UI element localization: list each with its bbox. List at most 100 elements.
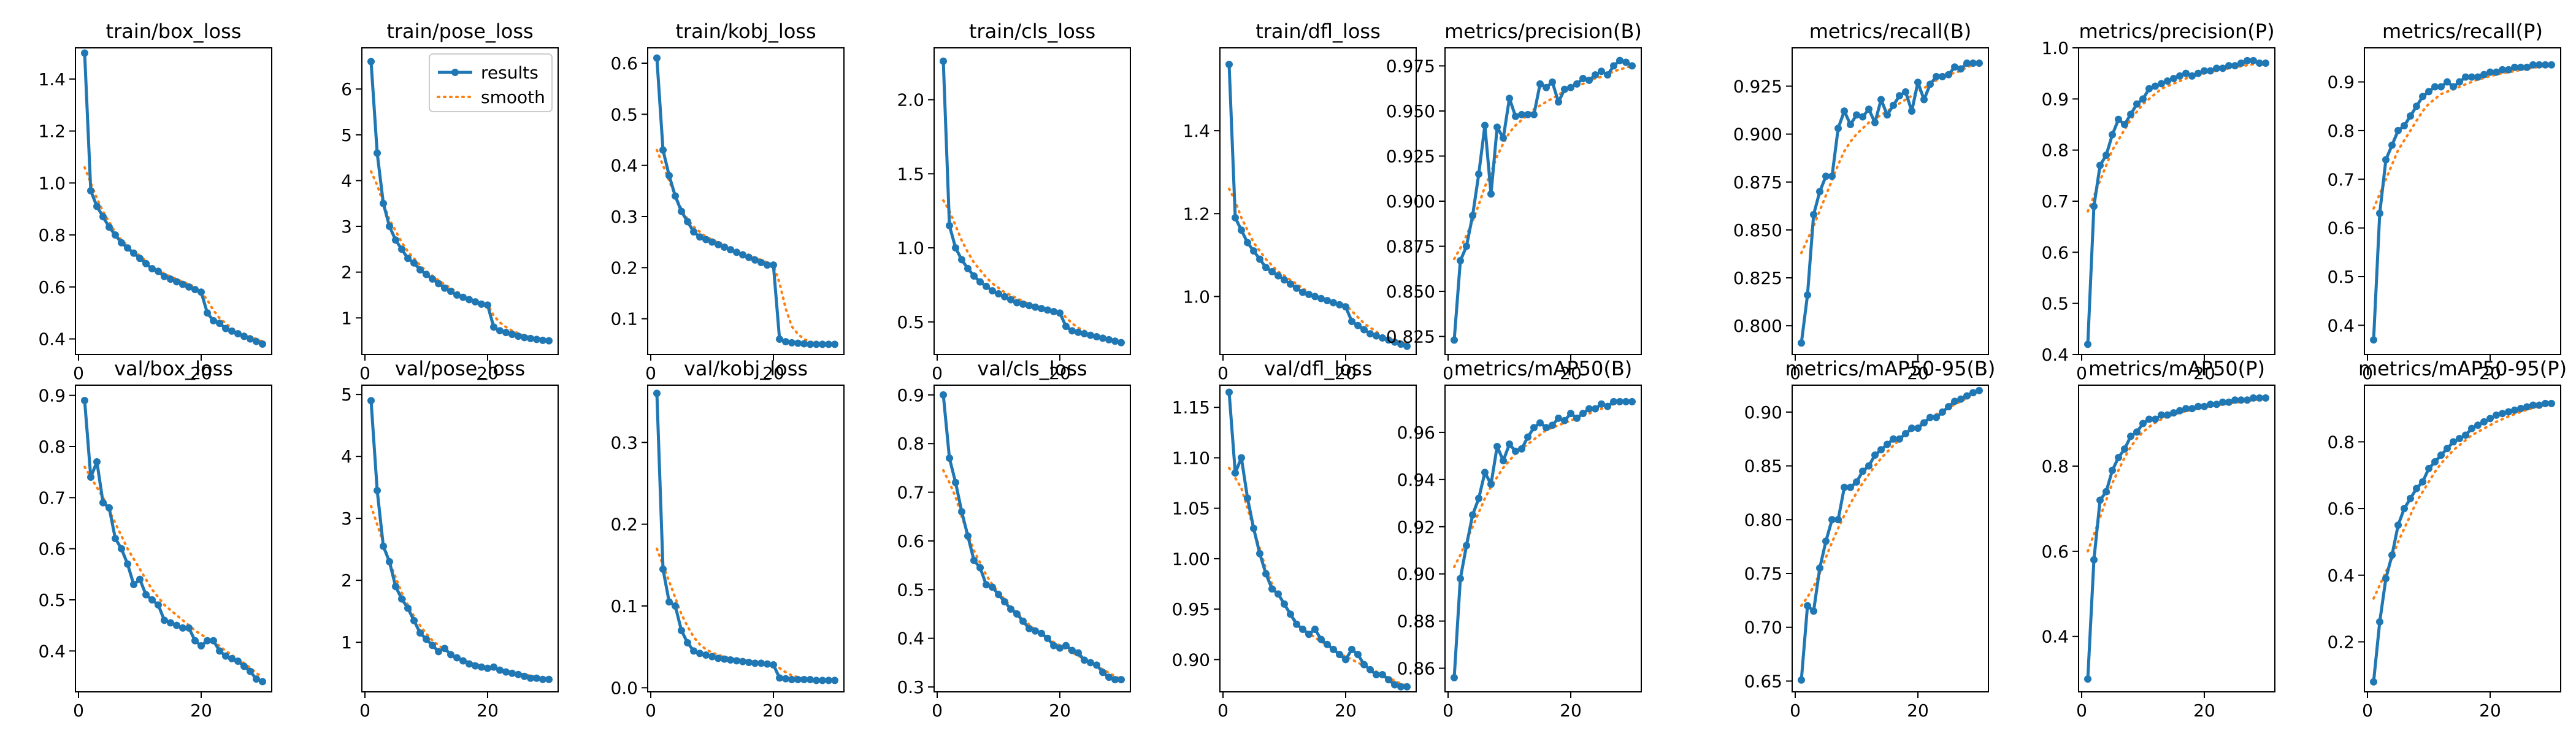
results-point bbox=[1336, 651, 1343, 659]
legend-box bbox=[429, 53, 553, 112]
results-point bbox=[684, 218, 691, 226]
results-point bbox=[502, 329, 510, 337]
results-point bbox=[1543, 424, 1550, 432]
smooth-line bbox=[2372, 402, 2553, 600]
results-point bbox=[392, 236, 399, 244]
results-point bbox=[1884, 440, 1891, 448]
results-point bbox=[228, 654, 236, 662]
results-point bbox=[2486, 415, 2494, 423]
results-point bbox=[2109, 131, 2116, 139]
results-point bbox=[496, 327, 504, 335]
y-tick-label: 0.5 bbox=[2041, 294, 2069, 314]
y-tick-label: 0.850 bbox=[1386, 282, 1435, 302]
results-point bbox=[191, 286, 199, 294]
results-point bbox=[2145, 415, 2153, 423]
results-point bbox=[423, 270, 430, 278]
smooth-line bbox=[2087, 397, 2267, 553]
results-point bbox=[1847, 121, 1854, 128]
x-tick-label: 0 bbox=[1443, 363, 1454, 383]
results-point bbox=[696, 650, 703, 657]
results-point bbox=[1536, 419, 1544, 427]
y-tick-label: 0.92 bbox=[1397, 517, 1435, 537]
results-point bbox=[118, 239, 125, 247]
chart-title: train/cls_loss bbox=[969, 20, 1095, 43]
results-point bbox=[2413, 102, 2420, 110]
results-point bbox=[1268, 267, 1276, 275]
results-point bbox=[794, 339, 802, 347]
results-point bbox=[1305, 291, 1313, 299]
x-tick-label: 20 bbox=[477, 363, 499, 383]
results-point bbox=[976, 564, 984, 572]
results-point bbox=[727, 656, 734, 664]
y-tick-label: 0.6 bbox=[38, 277, 66, 297]
results-point bbox=[1360, 326, 1368, 334]
results-line bbox=[941, 61, 1122, 345]
results-point bbox=[447, 288, 454, 296]
results-point bbox=[1939, 408, 1946, 416]
results-point bbox=[2474, 421, 2482, 429]
y-tick-label: 0.2 bbox=[2327, 632, 2355, 652]
results-point bbox=[515, 332, 522, 340]
results-point bbox=[2431, 83, 2439, 91]
y-tick-label: 1 bbox=[341, 308, 352, 328]
results-point bbox=[2474, 73, 2482, 81]
results-point bbox=[1367, 665, 1374, 673]
results-point bbox=[745, 659, 753, 666]
results-point bbox=[2394, 521, 2402, 529]
results-point bbox=[1403, 683, 1411, 691]
results-point bbox=[757, 659, 765, 667]
results-point bbox=[508, 331, 516, 339]
results-point bbox=[1841, 107, 1848, 115]
results-point bbox=[2176, 72, 2183, 80]
chart-title: val/kobj_loss bbox=[684, 357, 808, 380]
results-point bbox=[1530, 110, 1538, 118]
results-point bbox=[1920, 96, 1928, 104]
results-point bbox=[1354, 321, 1362, 329]
results-point bbox=[1087, 331, 1094, 339]
results-point bbox=[946, 221, 953, 229]
results-point bbox=[751, 256, 759, 264]
results-point bbox=[1244, 494, 1251, 502]
results-point bbox=[1001, 598, 1008, 606]
chart-val-dfl-loss: val/dfl_loss 0 20 0.90 0.95 1.00 1.05 1.10 1.15 bbox=[1172, 357, 1417, 721]
results-point bbox=[2407, 112, 2414, 120]
results-point bbox=[105, 504, 113, 512]
results-point bbox=[1391, 681, 1398, 689]
results-point bbox=[1834, 125, 1842, 132]
plot-frame bbox=[1444, 47, 1642, 355]
results-point bbox=[216, 647, 223, 655]
y-tick-label: 3 bbox=[341, 217, 352, 237]
results-point bbox=[653, 389, 661, 397]
chart-val-box-loss: val/box_loss 0 20 0.4 0.5 0.6 0.7 0.8 0.9 bbox=[38, 357, 272, 721]
results-point bbox=[1275, 590, 1282, 598]
results-point bbox=[2517, 63, 2524, 71]
results-point bbox=[1451, 673, 1458, 681]
results-point bbox=[234, 330, 242, 338]
chart-metrics-precision-b: metrics/precision(B) 0 20 0.825 0.850 0.875 0.… bbox=[1386, 20, 1642, 383]
chart-title: train/pose_loss bbox=[386, 20, 533, 43]
x-tick-label: 0 bbox=[1217, 363, 1229, 383]
results-point bbox=[2170, 75, 2177, 82]
results-line bbox=[1452, 400, 1632, 678]
results-point bbox=[259, 678, 266, 686]
plot-frame bbox=[933, 385, 1131, 692]
results-point bbox=[1963, 392, 1971, 400]
results-point bbox=[1348, 645, 1355, 653]
results-point bbox=[1500, 134, 1507, 142]
results-point bbox=[825, 340, 832, 348]
results-point bbox=[1469, 511, 1476, 519]
y-tick-label: 2.0 bbox=[897, 90, 924, 110]
y-tick-label: 1.2 bbox=[38, 121, 66, 142]
results-point bbox=[1056, 644, 1064, 652]
results-point bbox=[124, 244, 131, 252]
results-point bbox=[958, 256, 965, 264]
x-tick-label: 0 bbox=[73, 700, 84, 721]
results-point bbox=[386, 558, 393, 565]
results-point bbox=[453, 654, 461, 662]
results-point bbox=[788, 339, 795, 347]
results-point bbox=[130, 249, 137, 257]
results-line bbox=[1227, 64, 1408, 348]
results-point bbox=[1379, 671, 1386, 679]
results-point bbox=[708, 238, 716, 246]
y-tick-label: 0.925 bbox=[1733, 77, 1782, 97]
